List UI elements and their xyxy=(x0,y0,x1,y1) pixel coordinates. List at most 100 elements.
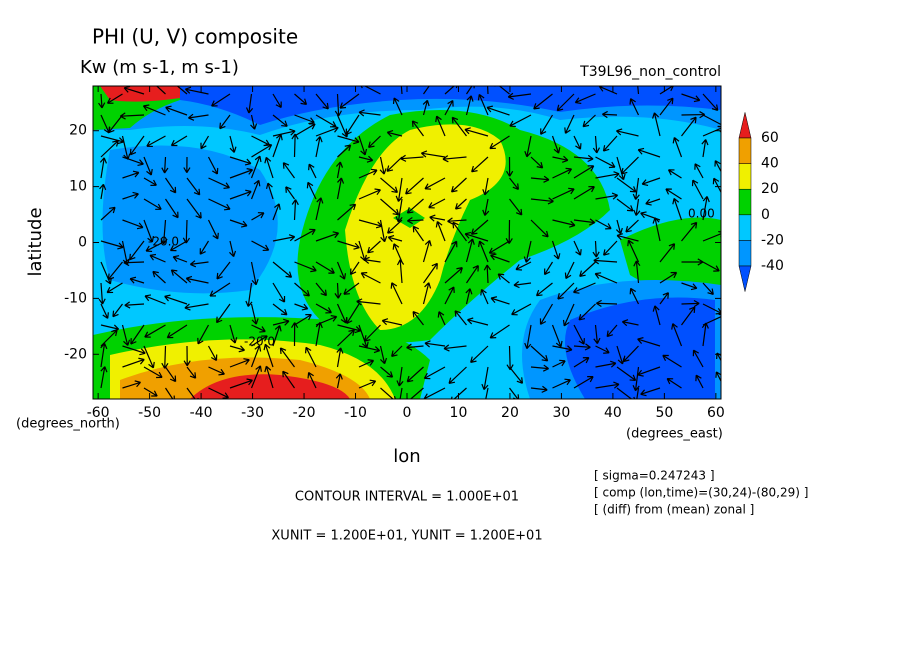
wind-vector xyxy=(170,269,188,284)
contour-interval: CONTOUR INTERVAL = 1.000E+01 xyxy=(295,490,519,505)
wind-vector xyxy=(129,240,145,261)
wind-vector xyxy=(543,261,554,276)
wind-vector xyxy=(161,156,169,174)
wind-vector xyxy=(272,114,288,127)
wind-vector xyxy=(207,219,219,240)
wind-vector xyxy=(451,116,467,137)
wind-vector xyxy=(701,139,709,158)
x-tick-label: 50 xyxy=(655,405,673,421)
wind-vector xyxy=(681,116,697,137)
wind-vector xyxy=(444,100,454,116)
wind-vector xyxy=(100,342,108,368)
wind-vector xyxy=(478,240,489,263)
wind-vector xyxy=(671,323,683,347)
wind-vector xyxy=(229,345,245,353)
wind-vector xyxy=(335,373,343,389)
wind-vector xyxy=(636,387,640,399)
y-tick-label: -10 xyxy=(64,290,87,306)
wind-vector xyxy=(465,95,474,116)
wind-vector xyxy=(169,240,188,252)
wind-vector xyxy=(380,366,394,378)
wind-vector xyxy=(291,133,299,158)
wind-vector xyxy=(387,234,403,242)
wind-vector xyxy=(633,260,641,284)
wind-vector xyxy=(130,324,145,345)
wind-vector xyxy=(358,359,375,368)
wind-vector xyxy=(100,366,108,389)
wind-vector xyxy=(573,357,590,368)
wind-vector xyxy=(616,366,637,382)
wind-vector xyxy=(480,288,489,305)
wind-vector xyxy=(530,385,548,393)
wind-vector xyxy=(294,303,309,311)
wind-vector xyxy=(250,261,259,286)
wind-vector xyxy=(725,304,745,315)
wind-vector xyxy=(358,188,381,200)
wind-vector xyxy=(681,299,700,308)
wind-vector xyxy=(582,114,596,128)
wind-vector xyxy=(379,345,388,365)
wind-vector xyxy=(606,324,618,338)
wind-vector xyxy=(358,168,378,179)
x-tick-label: -60 xyxy=(87,405,110,421)
wind-vector xyxy=(251,212,265,221)
wind-vector xyxy=(662,354,682,368)
wind-vector xyxy=(100,303,109,319)
wind-vector xyxy=(251,240,270,252)
wind-vector xyxy=(530,175,550,183)
wind-vector xyxy=(337,203,357,221)
wind-vector xyxy=(507,92,532,100)
wind-vector xyxy=(98,93,106,109)
wind-vector xyxy=(505,219,513,244)
wind-vector xyxy=(358,155,374,163)
wind-vector xyxy=(363,324,381,342)
wind-vector xyxy=(334,282,342,299)
wind-vector xyxy=(482,177,490,196)
wind-vector xyxy=(672,137,683,158)
wind-vector xyxy=(165,177,177,194)
wind-vector xyxy=(272,93,282,109)
run-label: T39L96_non_control xyxy=(579,64,721,80)
wind-vector xyxy=(465,238,475,263)
wind-vector xyxy=(637,147,661,158)
wind-vector xyxy=(211,93,231,107)
colorbar-label: 0 xyxy=(761,207,770,223)
wind-vector xyxy=(143,156,153,176)
wind-vector xyxy=(245,282,253,307)
wind-vector xyxy=(229,135,237,153)
wind-vector xyxy=(691,179,704,200)
wind-vector xyxy=(627,239,640,263)
wind-vector xyxy=(481,366,489,391)
wind-vector xyxy=(725,283,737,297)
wind-vector xyxy=(629,287,640,305)
wind-vector xyxy=(616,387,636,399)
wind-vector xyxy=(620,156,639,175)
wind-vector xyxy=(185,275,209,284)
wind-vector xyxy=(659,243,676,263)
wind-vector xyxy=(573,240,582,256)
y-tick-label: 20 xyxy=(69,123,87,139)
wind-vector xyxy=(152,270,166,284)
wind-vector xyxy=(454,310,467,326)
wind-vector xyxy=(448,366,467,385)
wind-vector xyxy=(573,324,585,345)
wind-vector xyxy=(422,99,430,116)
wind-vector xyxy=(562,303,575,327)
wind-vector xyxy=(400,86,403,95)
wind-vector xyxy=(435,115,446,137)
wind-vector xyxy=(411,120,424,137)
wind-vector xyxy=(659,97,674,116)
wind-vector xyxy=(423,262,438,284)
wind-vector xyxy=(681,282,698,291)
colorbar-label: 60 xyxy=(761,130,779,146)
wind-vector xyxy=(251,324,266,333)
wind-vector xyxy=(513,281,532,289)
wind-vector xyxy=(337,329,355,347)
wind-vector xyxy=(186,198,202,219)
wind-vector xyxy=(336,261,347,280)
y-unit-label: (degrees_north) xyxy=(16,417,120,432)
wind-vector xyxy=(100,329,118,347)
wind-vector xyxy=(390,282,403,305)
x-tick-label: 40 xyxy=(604,405,622,421)
chart-title: PHI (U, V) composite xyxy=(92,25,298,49)
